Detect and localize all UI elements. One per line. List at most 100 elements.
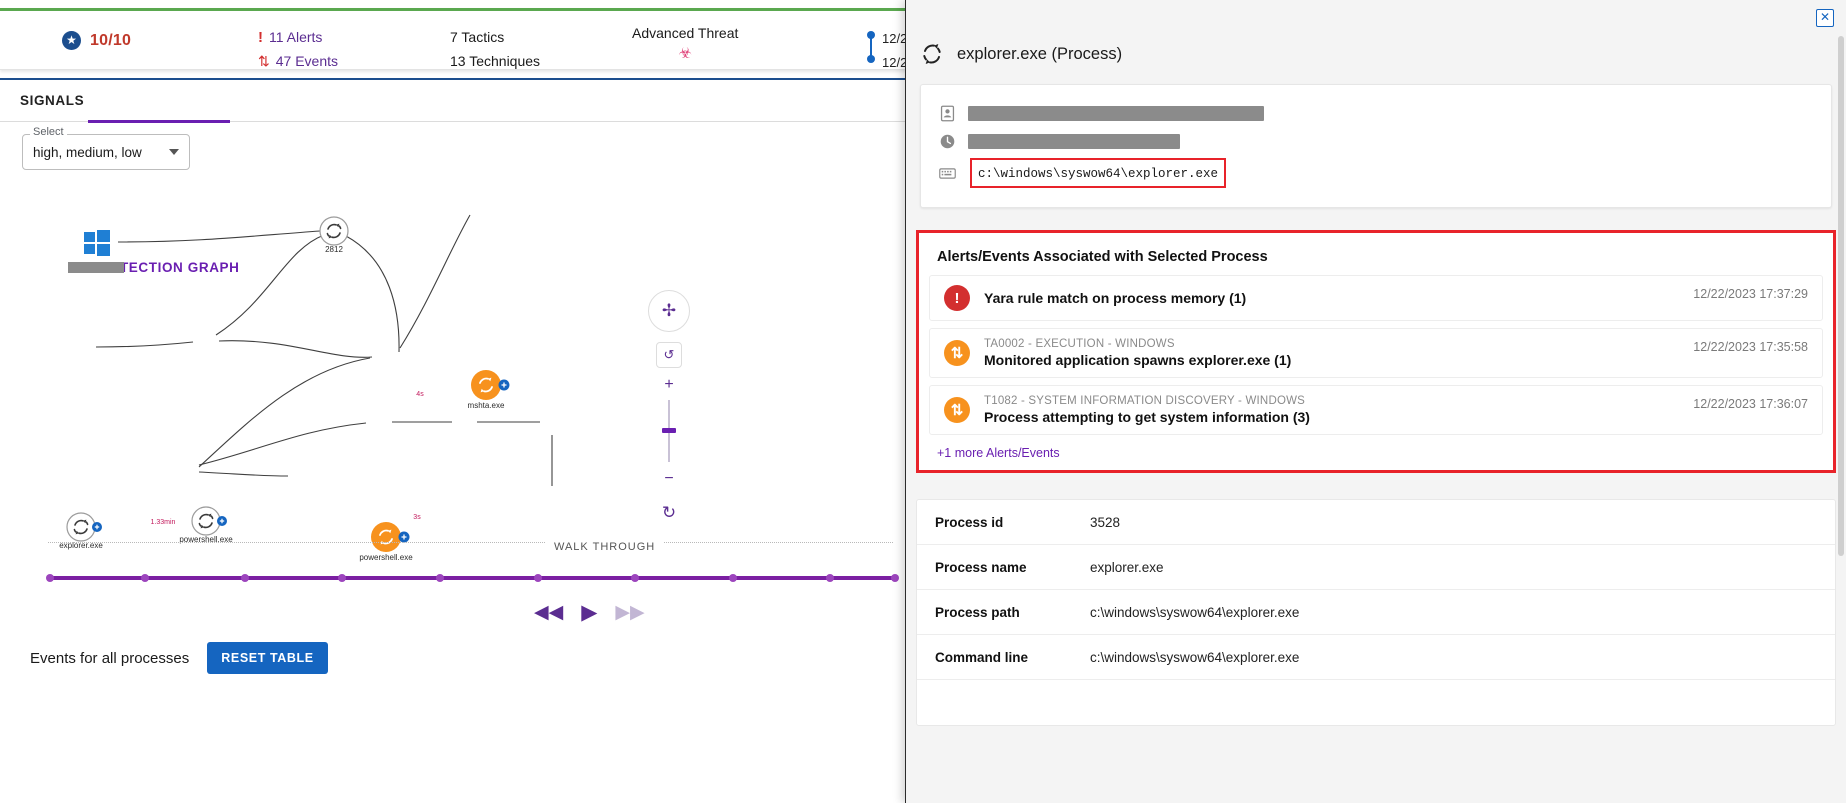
time-value-redacted: [968, 133, 1180, 149]
command-line-highlight: c:\windows\syswow64\explorer.exe: [970, 158, 1227, 188]
alerts-row[interactable]: ! 11 Alerts: [258, 25, 338, 49]
walkthrough-label: WALK THROUGH: [546, 541, 664, 553]
date-range-group: 12/22 12/22: [866, 27, 905, 75]
rewind-icon[interactable]: ◀◀: [534, 602, 564, 623]
graph-node-mshta-visual: [471, 370, 510, 400]
more-alerts-link[interactable]: +1 more Alerts/Events: [937, 446, 1060, 460]
pulse-icon: ⇅: [258, 52, 270, 69]
events-table-header: Events for all processes RESET TABLE: [30, 642, 328, 674]
severity-filter-value-box[interactable]: high, medium, low: [22, 134, 190, 170]
walkthrough-tick[interactable]: [891, 574, 899, 582]
pan-control-icon[interactable]: ✢: [648, 290, 690, 332]
fast-forward-icon[interactable]: ▶▶: [615, 602, 645, 623]
score-group: 10/10: [62, 31, 131, 50]
graph-node-label: powershell.exe: [179, 535, 233, 544]
techniques-count: 13 Techniques: [450, 53, 541, 69]
threat-label: Advanced Threat: [632, 25, 739, 41]
graph-node-label: 2812: [325, 245, 343, 254]
severity-filter-value: high, medium, low: [33, 144, 142, 160]
alert-row[interactable]: ⇅ TA0002 - EXECUTION - WINDOWS Monitored…: [929, 328, 1823, 378]
alert-row[interactable]: ! Yara rule match on process memory (1) …: [929, 275, 1823, 321]
walkthrough-tick[interactable]: [825, 574, 834, 582]
tab-bar: SIGNALS DETECTION GRAPH: [0, 78, 905, 275]
zoom-slider[interactable]: [662, 400, 676, 462]
graph-node-label: powershell.exe: [359, 553, 413, 562]
fit-to-screen-icon[interactable]: ↺: [656, 342, 682, 368]
walkthrough-tick[interactable]: [241, 574, 250, 582]
walkthrough-timeline[interactable]: [50, 576, 895, 580]
severity-filter[interactable]: Select high, medium, low: [22, 126, 190, 170]
process-detail-panel: ✕ explorer.exe (Process): [905, 0, 1846, 803]
process-graph-canvas[interactable]: 2812 mshta.exe: [0, 180, 905, 570]
zoom-out-button[interactable]: −: [664, 470, 674, 487]
graph-node-powershell-2: [371, 522, 410, 552]
alert-name: Process attempting to get system informa…: [984, 409, 1310, 425]
reset-view-icon[interactable]: ↻: [661, 503, 677, 522]
alert-timestamp: 12/22/2023 17:37:29: [1693, 287, 1808, 301]
close-icon[interactable]: ✕: [1816, 9, 1834, 27]
detail-key: Command line: [935, 649, 1029, 665]
meta-row-time: [921, 127, 1831, 155]
events-table-label: Events for all processes: [30, 649, 190, 667]
detail-key: Process path: [935, 604, 1020, 620]
panel-title-text: explorer.exe (Process): [957, 44, 1123, 63]
alerts-count: 11 Alerts: [269, 29, 323, 45]
user-value-redacted: [968, 105, 1264, 121]
events-count: 47 Events: [275, 53, 338, 69]
svg-text:4s: 4s: [416, 391, 424, 398]
graph-node-label: explorer.exe: [59, 541, 103, 550]
keyboard-icon: [939, 167, 956, 179]
walkthrough-tick[interactable]: [141, 574, 150, 582]
svg-text:3s: 3s: [413, 514, 421, 521]
alert-timestamp: 12/22/2023 17:36:07: [1693, 397, 1808, 411]
alert-technique: T1082 - SYSTEM INFORMATION DISCOVERY - W…: [984, 395, 1306, 407]
incident-summary-bar: 10/10 ! 11 Alerts ⇅ 47 Events 7 Tactics …: [0, 8, 905, 70]
alerts-events-section: Alerts/Events Associated with Selected P…: [916, 230, 1836, 473]
tactics-count: 7 Tactics: [450, 29, 505, 45]
graph-node-label: mshta.exe: [468, 401, 505, 410]
reset-table-button[interactable]: RESET TABLE: [207, 642, 328, 674]
walkthrough-tick[interactable]: [533, 574, 542, 582]
detection-graph-page: 10/10 ! 11 Alerts ⇅ 47 Events 7 Tactics …: [0, 0, 905, 803]
walkthrough-tick[interactable]: [728, 574, 737, 582]
date-first: 12/22: [882, 31, 905, 46]
walkthrough-tick[interactable]: [338, 574, 347, 582]
critical-alert-icon: !: [944, 285, 970, 311]
table-row: Process id 3528: [917, 500, 1835, 545]
table-row: Command line c:\windows\syswow64\explore…: [917, 635, 1835, 680]
process-icon: [923, 44, 941, 64]
process-details-table: Process id 3528 Process name explorer.ex…: [916, 499, 1836, 726]
detail-value: c:\windows\syswow64\explorer.exe: [1090, 604, 1300, 620]
severity-filter-label: Select: [30, 126, 67, 138]
tab-signals[interactable]: SIGNALS: [20, 93, 85, 108]
graph-node-powershell-1: [191, 506, 227, 536]
panel-scrollbar[interactable]: [1838, 36, 1844, 556]
user-badge-icon: [940, 105, 955, 121]
score-value: 10/10: [90, 31, 132, 49]
events-row[interactable]: ⇅ 47 Events: [258, 49, 338, 73]
biohazard-icon: ☣: [678, 45, 692, 62]
playback-controls[interactable]: ◀◀ ▶ ▶▶: [534, 600, 645, 625]
clock-icon: [940, 134, 955, 148]
graph-svg: 2812 mshta.exe: [59, 214, 553, 562]
zoom-in-button[interactable]: +: [664, 376, 674, 393]
walkthrough-tick[interactable]: [436, 574, 445, 582]
alerts-events-group: ! 11 Alerts ⇅ 47 Events: [258, 25, 338, 73]
zoom-slider-thumb[interactable]: [662, 428, 676, 433]
command-line-value: c:\windows\syswow64\explorer.exe: [978, 167, 1219, 181]
alert-name: Yara rule match on process memory (1): [984, 290, 1247, 306]
score-star-icon: [62, 31, 81, 50]
alert-timestamp: 12/22/2023 17:35:58: [1693, 340, 1808, 354]
chevron-down-icon: [169, 149, 179, 155]
table-row: Process name explorer.exe: [917, 545, 1835, 590]
alerts-section-heading: Alerts/Events Associated with Selected P…: [937, 249, 1268, 265]
walkthrough-tick[interactable]: [46, 574, 54, 582]
play-icon[interactable]: ▶: [581, 601, 598, 624]
tab-detection-graph[interactable]: DETECTION GRAPH: [100, 260, 240, 275]
alert-name: Monitored application spawns explorer.ex…: [984, 352, 1292, 368]
walkthrough-tick[interactable]: [630, 574, 639, 582]
tab-active-indicator: [88, 120, 230, 123]
alert-row[interactable]: ⇅ T1082 - SYSTEM INFORMATION DISCOVERY -…: [929, 385, 1823, 435]
graph-controls[interactable]: ✢ ↺ + − ↻: [648, 290, 690, 526]
detail-value: explorer.exe: [1090, 559, 1164, 575]
